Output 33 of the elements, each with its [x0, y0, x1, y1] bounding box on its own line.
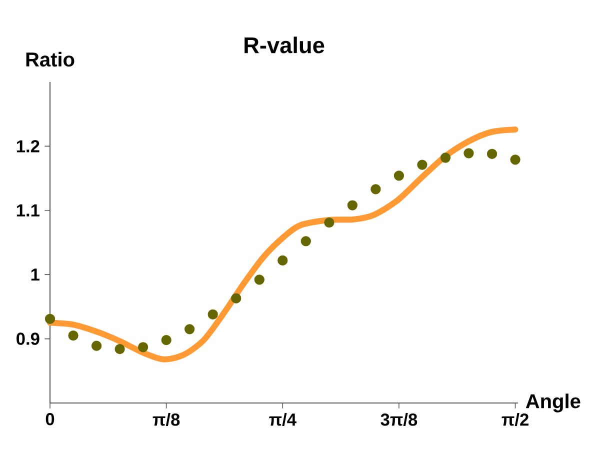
point [161, 335, 172, 346]
point [324, 218, 334, 228]
point [208, 309, 218, 320]
point [138, 342, 148, 352]
point [440, 152, 451, 163]
point [91, 340, 102, 351]
y-axis-title: Ratio [26, 52, 74, 67]
point [254, 274, 264, 285]
y-tick-label: 1.2 [16, 140, 40, 152]
point [347, 200, 358, 210]
x-tick-label: π/4 [269, 413, 296, 426]
point [417, 160, 428, 170]
point [231, 293, 242, 304]
point [44, 314, 56, 324]
point [464, 148, 474, 158]
point [300, 236, 311, 246]
point [114, 344, 125, 354]
x-axis-title: Angle [526, 394, 580, 412]
x-tick-label: 3π/8 [380, 413, 418, 426]
point [370, 184, 381, 194]
x-tick-label: π/2 [502, 413, 528, 426]
point [486, 148, 498, 159]
y-tick-label: 1.1 [16, 204, 40, 216]
point [278, 255, 288, 266]
y-tick-label: 0.9 [16, 332, 40, 345]
x-tick-label: π/8 [152, 413, 180, 426]
point [394, 170, 404, 181]
x-tick-label: 0 [46, 413, 54, 426]
chart-title: R-value [244, 36, 324, 54]
y-tick-label: 1 [31, 268, 40, 281]
point [184, 324, 195, 334]
point [68, 330, 78, 341]
point [510, 154, 520, 165]
